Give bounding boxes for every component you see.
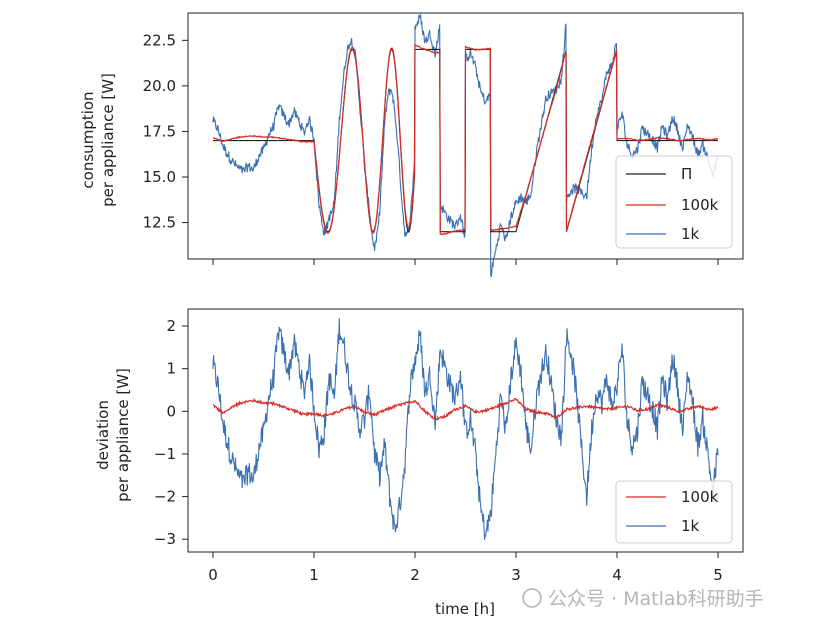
x-tick-label: 3 [511,566,521,584]
legend-label-pi: Π [681,165,692,183]
x-tick-label: 0 [208,566,218,584]
y-tick-label: 2 [166,317,176,335]
consumption-x-ticks [212,259,719,265]
y-tick-label: −1 [154,445,176,463]
legend-label-100k: 100k [681,488,719,506]
deviation-legend: 100k 1k [615,480,733,544]
x-tick-label: 4 [612,566,622,584]
y-tick-label: 15.0 [143,168,176,186]
y-tick-label: 17.5 [143,122,176,140]
consumption-ylabel-line1: consumption [79,91,97,188]
legend-label-1k: 1k [681,225,700,243]
y-tick-label: −2 [154,488,176,506]
y-tick-label: 22.5 [143,31,176,49]
series-100k-line [212,44,719,236]
consumption-plot-frame [187,12,744,260]
watermark-text: 公众号 · Matlab科研助手 [548,588,764,610]
deviation-ylabel-line1: deviation [94,400,112,470]
y-tick-label: 20.0 [143,77,176,95]
consumption-legend-box [615,155,733,249]
x-tick-label: 2 [410,566,420,584]
watermark: 公众号 · Matlab科研助手 [522,588,764,610]
x-tick-label: 1 [309,566,319,584]
deviation-plot: −3 −2 −1 0 1 2 0 1 2 3 4 5 deviation per appliance… [94,308,744,618]
consumption-legend: Π 100k 1k [615,155,733,249]
wechat-icon [522,588,542,608]
legend-label-1k: 1k [681,517,700,535]
consumption-series-group [212,13,719,277]
legend-label-100k: 100k [681,196,719,214]
x-tick-label: 5 [713,566,723,584]
y-tick-label: 12.5 [143,214,176,232]
deviation-100k-line [212,397,719,421]
deviation-y-ticks: −3 −2 −1 0 1 2 [154,317,188,548]
deviation-xlabel: time [h] [435,600,495,618]
consumption-ylabel-line2: per appliance [W] [99,73,117,207]
y-tick-label: −3 [154,530,176,548]
y-tick-label: 1 [166,360,176,378]
consumption-y-ticks: 12.5 15.0 17.5 20.0 22.5 [143,31,188,232]
deviation-x-ticks: 0 1 2 3 4 5 [208,552,723,584]
deviation-plot-frame [187,308,744,553]
deviation-ylabel-line2: per appliance [W] [114,368,132,502]
y-tick-label: 0 [166,402,176,420]
deviation-series-group [212,318,719,540]
deviation-1k-line [212,318,719,540]
consumption-plot: 12.5 15.0 17.5 20.0 22.5 consumption per app… [79,12,744,277]
